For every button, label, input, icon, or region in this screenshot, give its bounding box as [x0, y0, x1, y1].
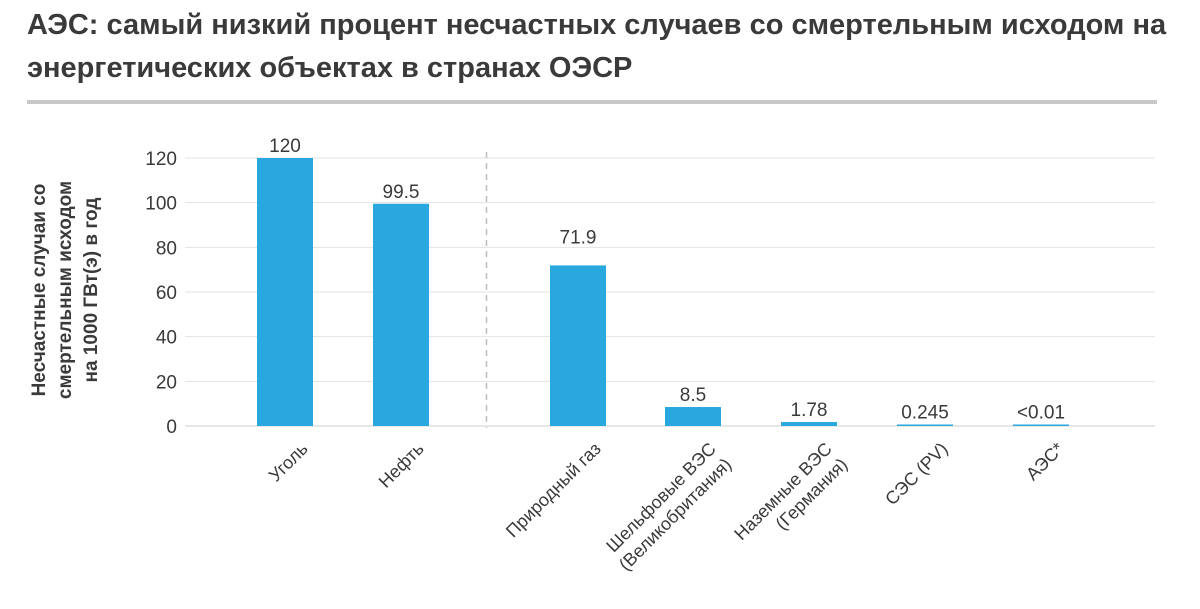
category-label: Нефть [375, 439, 428, 492]
data-label: 0.245 [901, 403, 949, 424]
data-label: 1.78 [791, 400, 828, 421]
bar [1013, 424, 1069, 426]
y-tick-label: 40 [156, 328, 177, 349]
y-tick-label: 120 [145, 149, 177, 170]
category-label: АЭС* [1022, 439, 1068, 485]
data-label: 8.5 [680, 385, 706, 406]
category-label: Природный газ [502, 439, 605, 542]
category-label: Шельфовые ВЭС(Великобритания) [602, 439, 735, 575]
y-tick-label: 0 [166, 417, 177, 438]
title-divider [27, 100, 1157, 104]
bar [550, 265, 606, 426]
y-tick-label: 80 [156, 238, 177, 259]
data-label: 99.5 [383, 182, 420, 203]
category-label-line: АЭС* [1022, 439, 1068, 485]
bar [665, 407, 721, 426]
bar [257, 158, 313, 426]
bar [897, 424, 953, 426]
y-tick-label: 60 [156, 283, 177, 304]
data-label: 71.9 [560, 227, 597, 248]
category-label: Уголь [265, 439, 312, 486]
bar [373, 203, 429, 426]
y-tick-label: 100 [145, 194, 177, 215]
y-tick-label: 20 [156, 372, 177, 393]
chart-title: АЭС: самый низкий процент несчастных слу… [27, 9, 1167, 84]
data-label: 120 [269, 136, 301, 157]
category-label: СЭС (PV) [881, 439, 952, 510]
category-label-line: Нефть [375, 439, 428, 492]
data-label: <0.01 [1017, 403, 1065, 424]
category-label-line: СЭС (PV) [881, 439, 952, 510]
category-label-line: Природный газ [502, 439, 605, 542]
category-label-line: Уголь [265, 439, 312, 486]
category-label: Наземные ВЭС(Германия) [730, 439, 851, 544]
bar [781, 422, 837, 426]
